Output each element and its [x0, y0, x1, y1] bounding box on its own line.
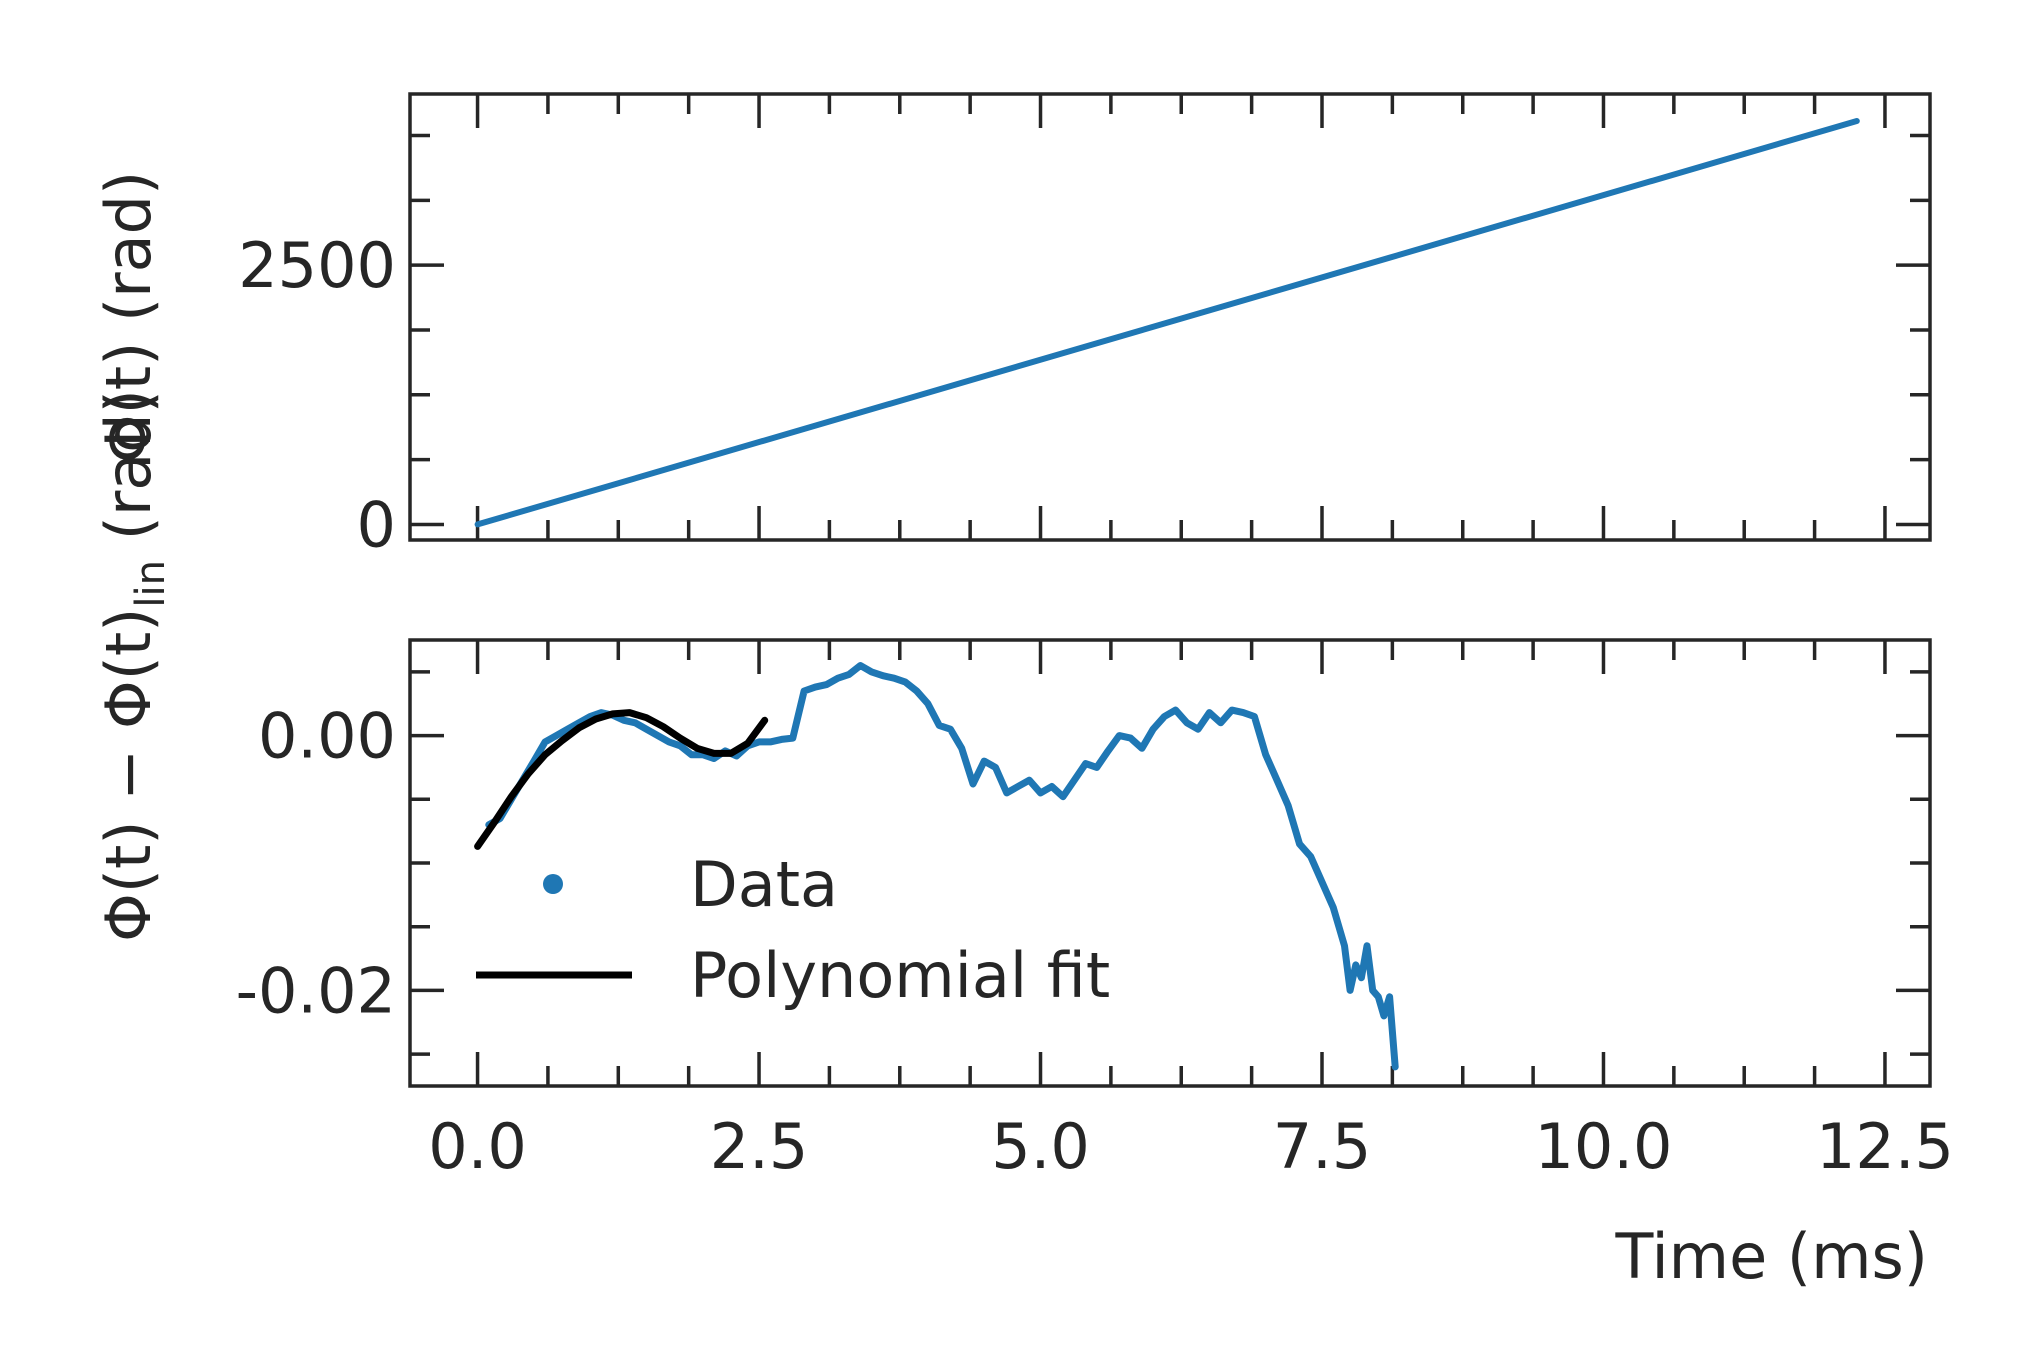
x-axis-label: Time (ms)	[1614, 1220, 1928, 1293]
x-tick-label: 5.0	[991, 1110, 1090, 1183]
bottom-series	[474, 662, 1399, 1071]
bottom-y-axis-label-suffix: (rad)	[92, 389, 165, 560]
bottom-y-tick-labels: 0.00 -0.02	[236, 700, 396, 1028]
top-y-axis-label: Φ(t) (rad)	[92, 171, 165, 463]
top-y-tick-label: 0	[357, 488, 396, 561]
x-tick-label: 2.5	[710, 1110, 809, 1183]
bottom-y-axis-label-sub: lin	[128, 560, 174, 608]
x-tick-label: 10.0	[1534, 1110, 1672, 1183]
bottom-y-tick-label: -0.02	[236, 954, 396, 1027]
bottom-y-tick-label: 0.00	[258, 700, 396, 773]
top-panel: 0 2500 Φ(t) (rad)	[92, 92, 1932, 561]
top-series	[474, 118, 1860, 528]
legend: Data Polynomial fit	[476, 848, 1110, 1012]
legend-label-fit: Polynomial fit	[690, 939, 1110, 1012]
top-y-tick-labels: 0 2500	[238, 229, 396, 561]
bottom-x-tick-labels: 0.0 2.5 5.0 7.5 10.0 12.5	[428, 1110, 1954, 1183]
x-tick-label: 0.0	[428, 1110, 527, 1183]
bottom-series-data-line	[485, 662, 1399, 1071]
bottom-plot-frame	[408, 638, 1932, 1088]
bottom-ticks	[410, 640, 1930, 1086]
legend-label-data: Data	[690, 848, 838, 921]
top-y-tick-label: 2500	[238, 229, 396, 302]
x-tick-label: 12.5	[1816, 1110, 1954, 1183]
top-ticks	[410, 94, 1930, 540]
bottom-y-axis-label-main: Φ(t) − Φ(t)	[92, 608, 165, 942]
bottom-series-polynomial-fit-line	[474, 709, 769, 850]
bottom-y-axis-label: Φ(t) − Φ(t)lin (rad)	[92, 389, 174, 942]
legend-marker-data	[543, 874, 563, 894]
top-plot-frame	[408, 92, 1932, 542]
bottom-panel: 0.00 -0.02 0.0 2.5 5.0 7.5 10.0 12.5 Φ(t) − Φ(…	[92, 389, 1954, 1293]
top-series--t-line	[474, 118, 1860, 528]
x-tick-label: 7.5	[1273, 1110, 1372, 1183]
